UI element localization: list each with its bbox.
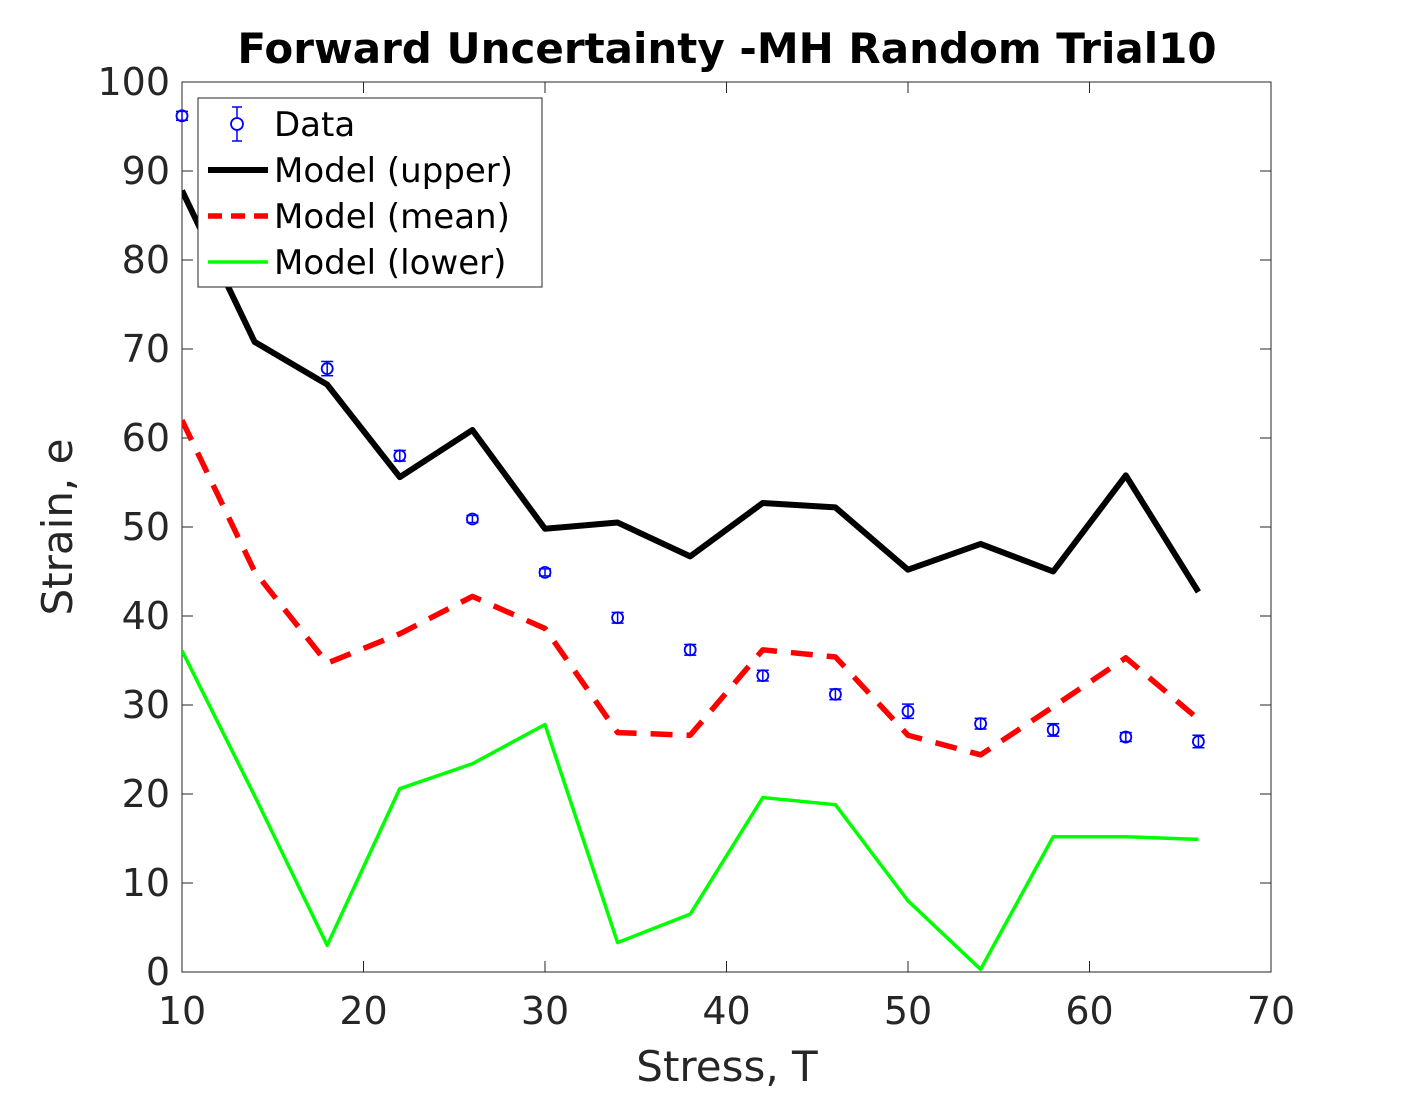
- x-tick-label: 10: [158, 989, 206, 1033]
- data-point: [611, 611, 624, 625]
- legend-label: Data: [274, 105, 355, 145]
- series-line-model-mean: [182, 419, 1201, 758]
- y-tick-label: 10: [122, 861, 170, 905]
- y-tick-label: 20: [122, 772, 170, 816]
- legend-entry: Model (lower): [208, 243, 506, 283]
- data-point: [1119, 730, 1133, 744]
- y-tick-label: 40: [122, 594, 170, 638]
- data-point: [320, 360, 334, 377]
- data-point: [465, 512, 479, 526]
- x-tick-label: 50: [884, 989, 932, 1033]
- y-tick-label: 80: [122, 238, 170, 282]
- x-axis-label: Stress, T: [636, 1042, 818, 1091]
- data-point: [756, 669, 770, 683]
- y-tick-label: 90: [122, 149, 170, 193]
- legend: Data Model (upper) Model (mean) Model (lowe…: [197, 97, 543, 288]
- chart-title: Forward Uncertainty -MH Random Trial10: [237, 24, 1216, 73]
- data-point: [974, 717, 987, 731]
- y-tick-label: 50: [122, 505, 170, 549]
- y-tick-label: 60: [122, 416, 170, 460]
- legend-entry: Model (upper): [208, 151, 513, 191]
- x-tick-label: 20: [339, 989, 387, 1033]
- legend-label: Model (upper): [274, 151, 513, 191]
- x-tick-label: 30: [521, 989, 569, 1033]
- series-line-model-lower: [182, 649, 1199, 972]
- y-axis-label: Strain, e: [33, 439, 82, 616]
- legend-label: Model (mean): [274, 197, 510, 237]
- data-point: [175, 109, 189, 123]
- y-tick-label: 0: [146, 950, 170, 994]
- data-point: [393, 449, 407, 463]
- data-point: [829, 687, 842, 701]
- series-line-model-upper: [182, 189, 1201, 594]
- x-tick-label: 70: [1247, 989, 1295, 1033]
- y-tick-label: 70: [122, 327, 170, 371]
- x-tick-label: 40: [702, 989, 750, 1033]
- legend-entry: Data: [230, 105, 355, 145]
- series-layer: [175, 109, 1205, 972]
- data-point: [901, 703, 915, 720]
- data-point: [1046, 722, 1060, 737]
- data-point: [538, 565, 552, 579]
- y-tick-label: 100: [97, 60, 170, 104]
- legend-entry: Model (mean): [208, 197, 510, 237]
- data-point: [683, 643, 697, 657]
- legend-label: Model (lower): [274, 243, 506, 283]
- legend-box: [197, 97, 543, 288]
- x-tick-label: 60: [1065, 989, 1113, 1033]
- y-tick-label: 30: [122, 683, 170, 727]
- data-point: [1192, 734, 1205, 749]
